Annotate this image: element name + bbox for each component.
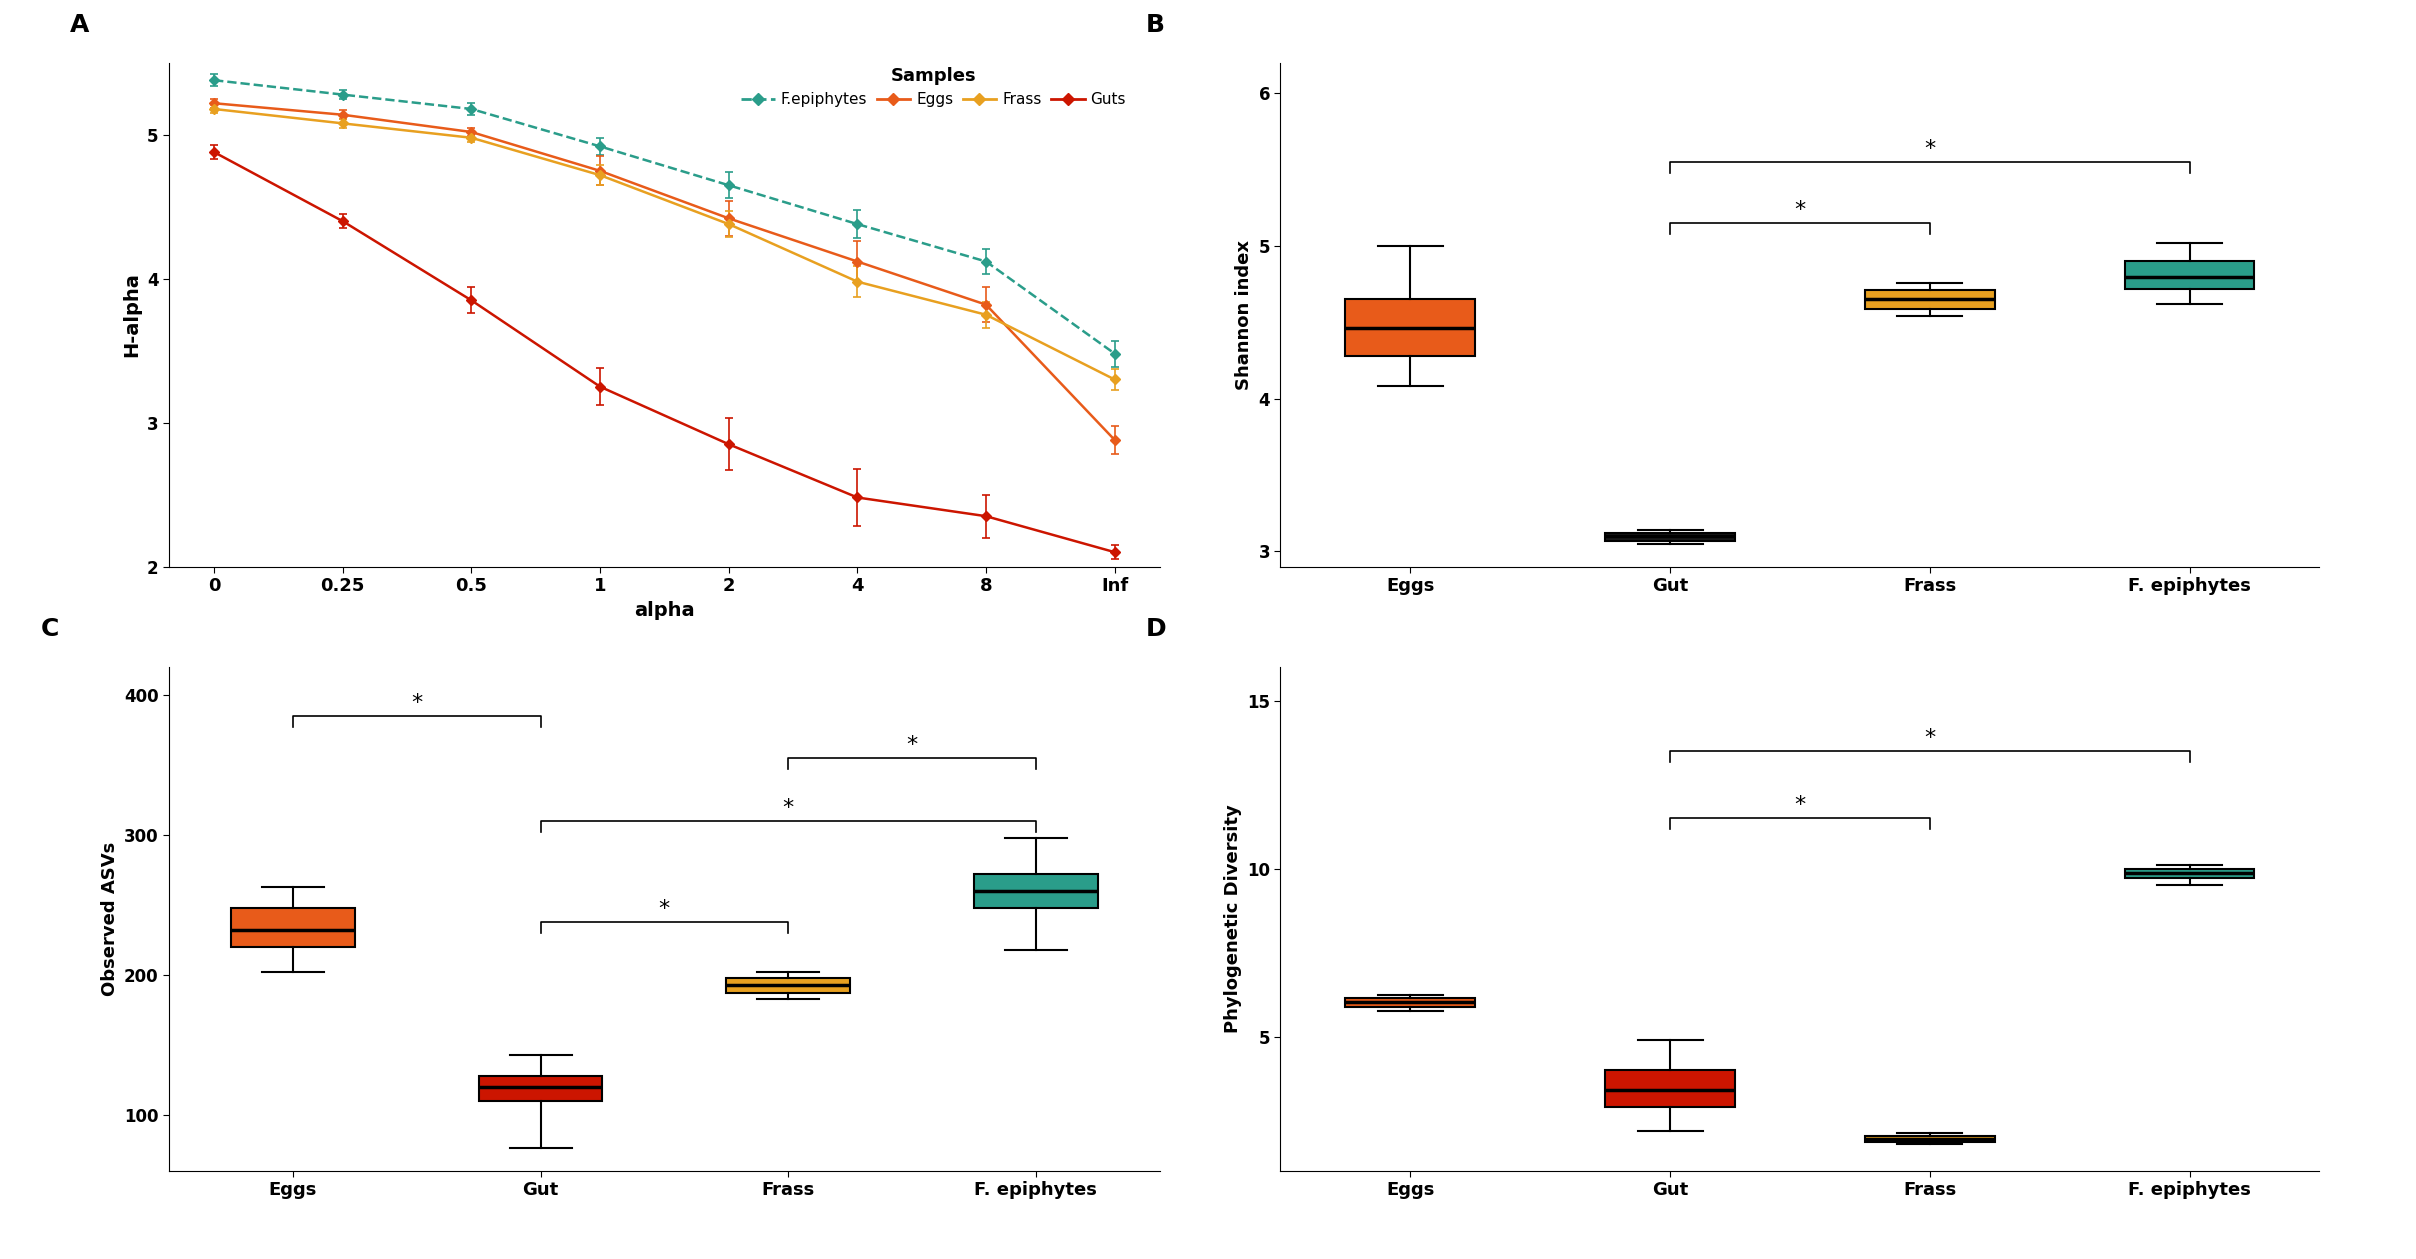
Text: *: * [783, 798, 795, 818]
PathPatch shape [974, 874, 1097, 908]
Text: *: * [1795, 794, 1805, 815]
Y-axis label: Observed ASVs: Observed ASVs [101, 842, 118, 996]
PathPatch shape [727, 978, 850, 993]
PathPatch shape [1604, 1070, 1735, 1107]
Y-axis label: Shannon index: Shannon index [1235, 239, 1254, 390]
Text: D: D [1145, 617, 1167, 641]
Text: *: * [1795, 200, 1805, 220]
PathPatch shape [1346, 998, 1476, 1007]
Text: *: * [906, 735, 918, 755]
X-axis label: alpha: alpha [633, 601, 696, 619]
PathPatch shape [1604, 533, 1735, 540]
Y-axis label: Phylogenetic Diversity: Phylogenetic Diversity [1222, 805, 1242, 1034]
Text: *: * [1923, 728, 1935, 748]
PathPatch shape [1865, 291, 1996, 308]
Text: C: C [41, 617, 58, 641]
Y-axis label: H-alpha: H-alpha [123, 272, 143, 358]
PathPatch shape [478, 1075, 602, 1100]
Legend: F.epiphytes, Eggs, Frass, Guts: F.epiphytes, Eggs, Frass, Guts [734, 60, 1133, 113]
PathPatch shape [1346, 300, 1476, 356]
Text: B: B [1145, 13, 1165, 37]
Text: A: A [70, 13, 89, 37]
PathPatch shape [2124, 870, 2254, 878]
PathPatch shape [2124, 262, 2254, 288]
Text: *: * [660, 899, 669, 919]
Text: *: * [1923, 138, 1935, 159]
PathPatch shape [1865, 1136, 1996, 1142]
Text: *: * [411, 692, 423, 713]
PathPatch shape [232, 908, 355, 947]
